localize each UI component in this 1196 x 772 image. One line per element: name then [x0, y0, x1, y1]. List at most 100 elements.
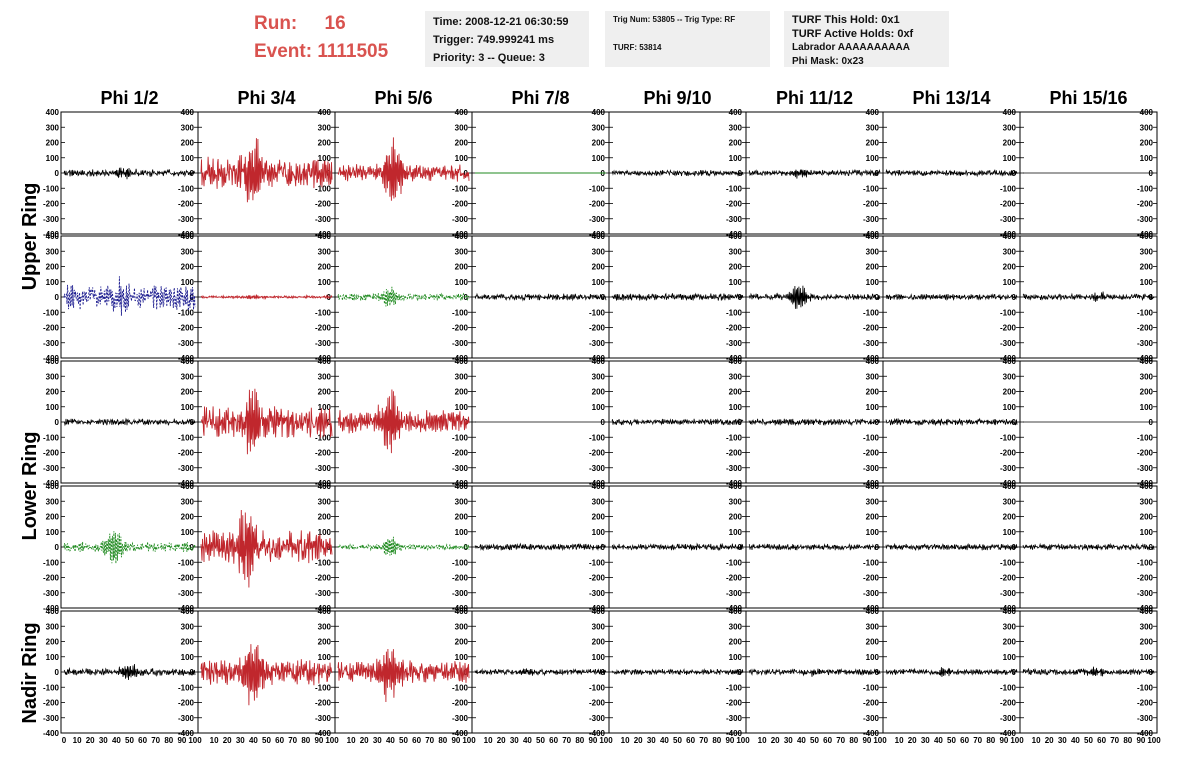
- y-tick-label: 200: [729, 388, 743, 397]
- waveform-series: [611, 418, 744, 427]
- waveform-series: [885, 417, 1018, 427]
- y-tick-label: 300: [1140, 372, 1154, 381]
- y-tick-label: 200: [866, 513, 880, 522]
- x-tick-label: 80: [301, 736, 310, 745]
- y-tick-label: -300: [315, 215, 332, 224]
- y-tick-label: -200: [43, 574, 60, 583]
- y-tick-label: 400: [455, 482, 469, 491]
- turf-hold-text: TURF This Hold: 0x1: [792, 14, 900, 26]
- y-tick-label: 300: [1140, 247, 1154, 256]
- y-tick-label: -300: [863, 589, 880, 598]
- x-tick-label: 50: [536, 736, 545, 745]
- y-tick-label: -400: [589, 729, 606, 738]
- y-tick-label: -200: [1137, 574, 1154, 583]
- y-tick-label: -200: [863, 699, 880, 708]
- y-tick-label: -200: [178, 200, 195, 209]
- y-tick-label: -200: [315, 699, 332, 708]
- column-titles: Phi 1/2 Phi 3/4 Phi 5/6 Phi 7/8 Phi 9/10 Phi …: [100, 88, 1127, 108]
- y-tick-label: 200: [1003, 638, 1017, 647]
- y-tick-label: -400: [726, 230, 743, 239]
- y-tick-label: 100: [1003, 403, 1017, 412]
- y-tick-label: 400: [866, 607, 880, 616]
- y-tick-label: 400: [181, 357, 195, 366]
- y-tick-label: -400: [1137, 230, 1154, 239]
- y-tick-label: 200: [1140, 263, 1154, 272]
- y-tick-label: 300: [181, 622, 195, 631]
- y-tick-label: -100: [1137, 558, 1154, 567]
- y-tick-label: 400: [592, 357, 606, 366]
- x-tick-label: 30: [1058, 736, 1067, 745]
- y-tick-label: -400: [178, 230, 195, 239]
- y-tick-label: 300: [866, 247, 880, 256]
- y-tick-label: 0: [190, 543, 195, 552]
- panel-r2-c6: -400 -300 -200 -100 0 100 200 300 400: [745, 232, 884, 363]
- y-tick-label: -300: [43, 339, 60, 348]
- y-tick-label: -300: [589, 215, 606, 224]
- y-tick-label: 400: [1003, 482, 1017, 491]
- x-tick-label: 60: [1097, 736, 1106, 745]
- y-tick-label: -200: [1137, 449, 1154, 458]
- y-tick-label: -100: [178, 184, 195, 193]
- y-tick-label: -200: [863, 200, 880, 209]
- y-tick-label: -300: [1000, 339, 1017, 348]
- y-tick-label: -100: [452, 308, 469, 317]
- x-tick-label: 40: [112, 736, 121, 745]
- y-tick-label: 100: [1003, 154, 1017, 163]
- y-tick-label: -300: [863, 464, 880, 473]
- trig-num-text: Trig Num: 53805 -- Trig Type: RF: [613, 15, 736, 24]
- y-tick-label: -300: [726, 714, 743, 723]
- y-tick-label: -200: [1137, 699, 1154, 708]
- y-tick-label: 100: [592, 528, 606, 537]
- y-tick-label: -400: [1000, 729, 1017, 738]
- y-tick-label: 400: [46, 607, 60, 616]
- y-tick-label: 300: [729, 247, 743, 256]
- y-tick-label: -200: [1137, 324, 1154, 333]
- y-tick-label: 400: [318, 108, 332, 117]
- y-tick-label: -100: [315, 683, 332, 692]
- x-tick-label: 40: [523, 736, 532, 745]
- y-tick-label: 100: [729, 278, 743, 287]
- y-tick-label: -100: [589, 184, 606, 193]
- y-tick-label: -100: [589, 558, 606, 567]
- y-tick-label: -200: [178, 449, 195, 458]
- y-tick-label: 300: [181, 123, 195, 132]
- x-tick-label: 90: [177, 736, 186, 745]
- y-tick-label: -200: [452, 574, 469, 583]
- y-tick-label: -100: [863, 184, 880, 193]
- waveform-series: [474, 542, 607, 552]
- y-tick-label: -300: [315, 589, 332, 598]
- waveform-series: [885, 168, 1018, 178]
- y-tick-label: -100: [1137, 433, 1154, 442]
- y-tick-label: 400: [318, 482, 332, 491]
- y-tick-label: 300: [1003, 247, 1017, 256]
- y-tick-label: -100: [1137, 184, 1154, 193]
- x-tick-label: 40: [1071, 736, 1080, 745]
- y-tick-label: -100: [1000, 184, 1017, 193]
- y-tick-label: 200: [729, 513, 743, 522]
- y-tick-label: -100: [178, 308, 195, 317]
- y-tick-label: -200: [43, 449, 60, 458]
- y-tick-label: -100: [43, 558, 60, 567]
- y-tick-label: 100: [1003, 528, 1017, 537]
- x-tick-label: 50: [125, 736, 134, 745]
- y-tick-label: 0: [1012, 418, 1017, 427]
- event-label: Event:: [254, 41, 313, 62]
- y-tick-label: -400: [1000, 479, 1017, 488]
- y-tick-label: -400: [452, 479, 469, 488]
- y-tick-label: -200: [452, 699, 469, 708]
- y-tick-label: -100: [1137, 308, 1154, 317]
- waveform-series: [200, 388, 333, 455]
- y-tick-label: -200: [1000, 449, 1017, 458]
- labrador-text: Labrador AAAAAAAAAA: [792, 42, 910, 53]
- y-tick-label: -200: [863, 574, 880, 583]
- y-tick-label: 200: [46, 388, 60, 397]
- y-tick-label: -200: [1137, 200, 1154, 209]
- x-tick-label: 10: [1032, 736, 1041, 745]
- waveform-series: [200, 138, 333, 203]
